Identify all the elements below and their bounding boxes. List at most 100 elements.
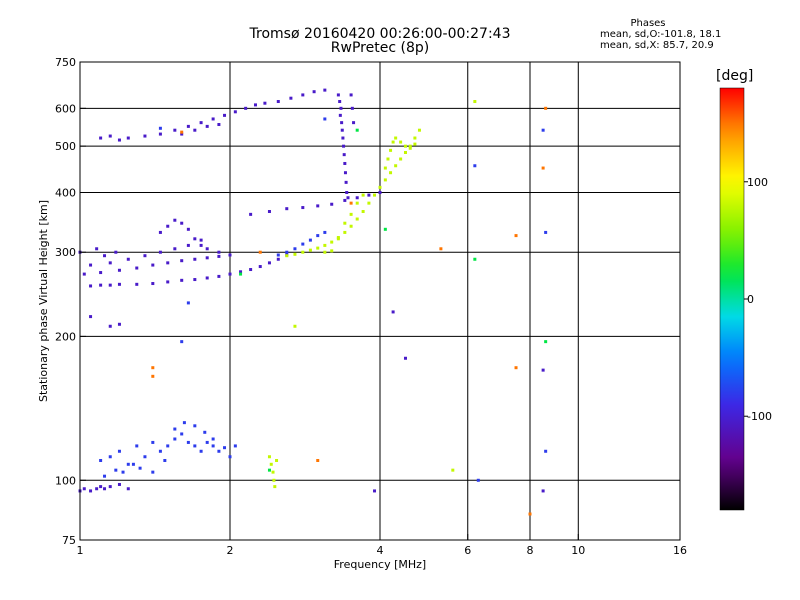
data-point: [143, 455, 147, 459]
data-point: [244, 106, 248, 110]
data-point: [285, 250, 289, 254]
data-point: [391, 140, 395, 144]
data-point: [211, 437, 215, 441]
data-point: [180, 132, 184, 136]
data-point: [413, 142, 417, 146]
data-point: [163, 458, 167, 462]
data-point: [293, 324, 297, 328]
data-point: [158, 449, 162, 453]
data-point: [211, 117, 215, 121]
data-point: [217, 123, 221, 127]
data-point: [108, 261, 112, 265]
data-point: [349, 224, 353, 228]
data-point: [126, 462, 130, 466]
data-point: [117, 138, 121, 142]
data-point: [413, 136, 417, 140]
data-point: [316, 246, 320, 250]
data-point: [541, 489, 545, 493]
data-point: [258, 250, 262, 254]
data-point: [349, 201, 353, 205]
data-point: [108, 455, 112, 459]
data-point: [378, 190, 382, 194]
data-point: [151, 282, 155, 286]
data-point: [408, 146, 412, 150]
data-point: [249, 212, 253, 216]
data-point: [239, 272, 243, 276]
data-point: [217, 274, 221, 278]
data-point: [199, 243, 203, 247]
y-tick-label: 500: [55, 140, 76, 153]
data-point: [253, 103, 257, 107]
x-tick-label: 16: [673, 544, 687, 557]
data-point: [352, 121, 356, 125]
data-point: [308, 248, 312, 252]
data-point: [173, 128, 177, 132]
data-point: [544, 340, 548, 344]
data-point: [338, 113, 342, 117]
data-point: [273, 485, 277, 489]
data-point: [158, 132, 162, 136]
data-point: [114, 468, 118, 472]
data-point: [82, 487, 86, 491]
data-point: [267, 468, 271, 472]
data-point: [199, 449, 203, 453]
x-tick-label: 6: [464, 544, 471, 557]
colorbar-tick-label: 0: [747, 293, 754, 306]
data-point: [126, 487, 130, 491]
data-point: [350, 106, 354, 110]
data-point: [544, 230, 548, 234]
data-point: [205, 247, 209, 251]
data-point: [82, 272, 86, 276]
data-point: [180, 221, 184, 225]
data-point: [383, 178, 387, 182]
phase-stats-title: Phases: [630, 18, 666, 29]
data-point: [151, 366, 155, 370]
chart-subtitle: RwPretec (8p): [330, 40, 430, 56]
data-point: [373, 193, 377, 197]
data-point: [117, 282, 121, 286]
data-point: [103, 487, 107, 491]
data-point: [89, 489, 93, 493]
data-point: [223, 446, 227, 450]
data-point: [217, 254, 221, 258]
data-point: [541, 368, 545, 372]
data-point: [263, 101, 267, 105]
data-point: [399, 140, 403, 144]
data-point: [473, 164, 477, 168]
data-point: [117, 268, 121, 272]
data-point: [389, 171, 393, 175]
data-point: [514, 234, 518, 238]
data-point: [285, 254, 289, 258]
data-point: [316, 458, 320, 462]
phase-stats-o-mode: mean, sd,O:-101.8, 18.1: [600, 29, 722, 40]
data-point: [180, 259, 184, 263]
data-point: [323, 117, 327, 121]
data-point: [312, 90, 316, 94]
data-point: [439, 247, 443, 251]
data-point: [316, 234, 320, 238]
data-point: [138, 466, 142, 470]
data-point: [126, 257, 130, 261]
data-point: [408, 144, 412, 148]
data-point: [341, 136, 345, 140]
data-point: [99, 271, 103, 275]
data-point: [338, 100, 342, 104]
data-point: [349, 212, 353, 216]
data-point: [541, 166, 545, 170]
data-point: [166, 444, 170, 448]
data-point: [272, 478, 276, 482]
data-point: [193, 257, 197, 261]
y-tick-label: 600: [55, 102, 76, 115]
data-point: [99, 283, 103, 287]
data-point: [301, 250, 305, 254]
data-point: [391, 310, 395, 314]
data-point: [336, 93, 340, 97]
data-point: [394, 136, 398, 140]
data-point: [258, 265, 262, 269]
data-point: [223, 113, 227, 117]
data-point: [135, 282, 139, 286]
data-point: [323, 243, 327, 247]
data-point: [203, 430, 207, 434]
data-point: [173, 247, 177, 251]
